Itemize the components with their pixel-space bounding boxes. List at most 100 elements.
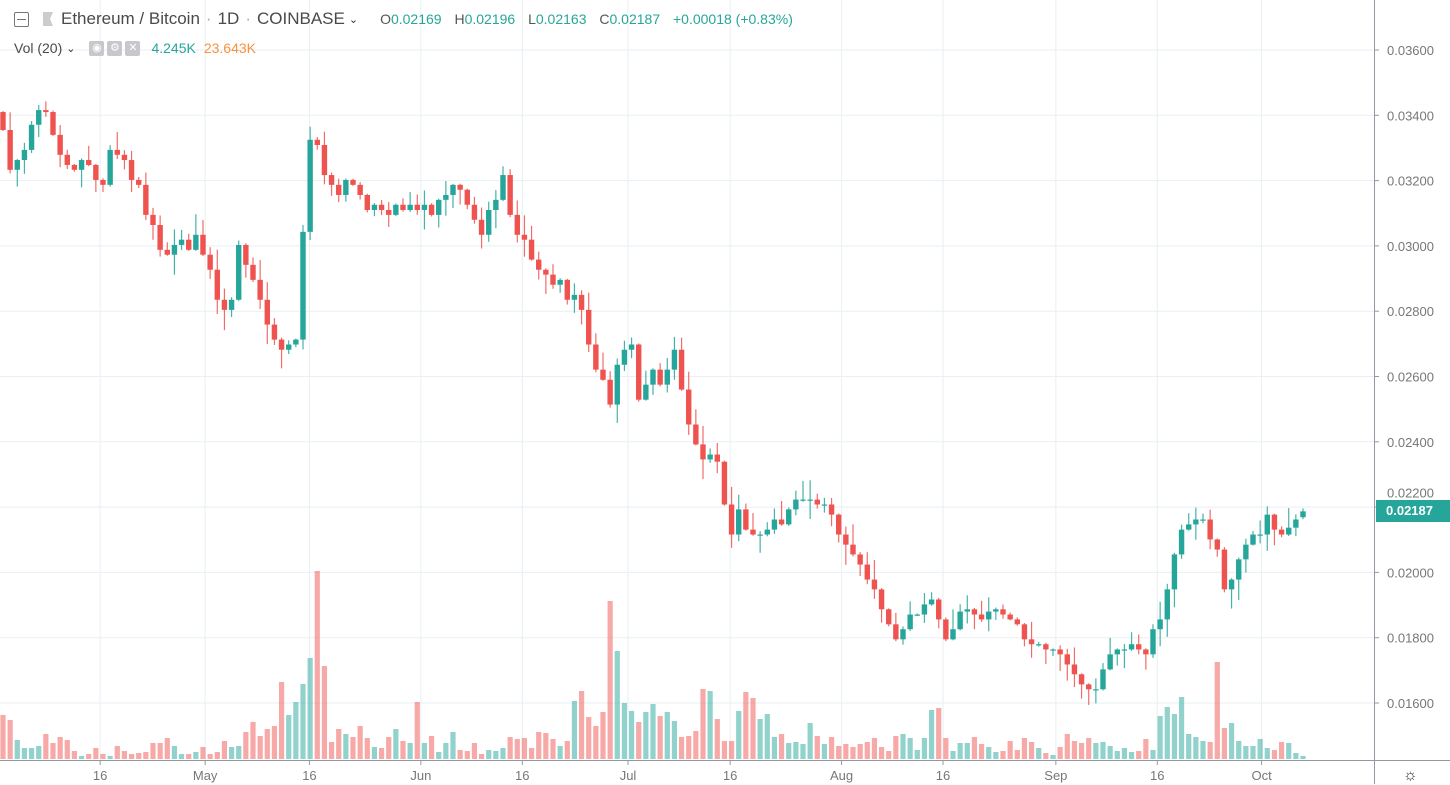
volume-bar <box>1164 707 1170 759</box>
volume-bar <box>293 702 299 759</box>
candle <box>821 497 828 513</box>
volume-bar <box>1293 753 1299 759</box>
volume-bar <box>1014 750 1020 759</box>
candle-body <box>1036 644 1042 646</box>
close-icon[interactable]: ✕ <box>125 40 141 56</box>
candle-body <box>1086 684 1092 690</box>
candle-body <box>114 149 120 155</box>
volume-bar <box>178 754 185 759</box>
volume-bar <box>686 736 692 759</box>
exchange[interactable]: COINBASE <box>256 9 345 28</box>
candle-body <box>207 254 213 270</box>
candle <box>207 247 213 279</box>
candle-body <box>271 324 278 340</box>
volume-bar <box>507 737 513 759</box>
candle <box>243 243 249 278</box>
chevron-down-icon[interactable]: ⌄ <box>348 13 359 26</box>
candle-body <box>243 244 249 265</box>
low-value: 0.02163 <box>535 11 587 27</box>
volume-bar <box>157 743 163 759</box>
candle-body <box>1028 639 1035 645</box>
candle <box>321 131 328 185</box>
price-tick-label: 0.03200 <box>1387 174 1434 189</box>
volume-bar <box>1107 746 1113 759</box>
volume-bar <box>1236 741 1242 759</box>
candle <box>900 626 906 645</box>
candle <box>36 105 42 137</box>
time-tick-label: 16 <box>93 768 107 783</box>
candle-body <box>93 164 99 180</box>
candle-body <box>771 519 778 530</box>
candle <box>1043 642 1049 664</box>
candle <box>336 178 342 203</box>
candle-body <box>357 184 363 195</box>
gear-icon[interactable]: ⚙ <box>107 40 123 56</box>
candle <box>986 597 992 632</box>
flag-icon[interactable] <box>43 12 53 26</box>
volume-bar <box>771 737 778 759</box>
volume-bar <box>693 731 699 759</box>
volume-bar <box>1093 743 1099 759</box>
candle-body <box>86 160 92 165</box>
volume-bar <box>978 744 985 759</box>
chevron-down-icon[interactable]: ⌄ <box>66 42 76 55</box>
time-tick-label: 16 <box>723 768 737 783</box>
volume-bar <box>536 732 542 759</box>
volume-bar <box>521 738 528 759</box>
candle-body <box>43 110 49 113</box>
settings-icon[interactable]: ☼ <box>1403 767 1418 784</box>
candle <box>300 225 306 350</box>
volume-bar <box>1214 662 1220 759</box>
open-label: O <box>380 11 391 27</box>
candle <box>121 150 128 170</box>
eye-icon[interactable]: ◉ <box>89 40 105 56</box>
volume-bar <box>207 754 213 759</box>
candle-body <box>0 112 6 130</box>
candle-body <box>436 199 442 215</box>
candle <box>307 126 313 241</box>
candle <box>800 480 806 502</box>
time-tick-label: May <box>193 768 218 783</box>
candle-body <box>1043 644 1049 650</box>
candle-body <box>1236 559 1242 580</box>
volume-bar <box>86 754 92 759</box>
interval[interactable]: 1D <box>217 9 240 28</box>
candle <box>171 229 178 275</box>
volume-bar <box>557 746 563 759</box>
candle-body <box>1000 609 1006 615</box>
volume-bar <box>621 703 628 759</box>
volume-bar <box>1114 751 1120 759</box>
candle-body <box>1207 519 1213 540</box>
volume-bar <box>143 752 149 759</box>
time-tick-label: Aug <box>830 768 853 783</box>
candle-body <box>1050 649 1056 651</box>
candle <box>1250 530 1256 546</box>
candle-body <box>893 624 899 640</box>
candle-body <box>1057 649 1063 655</box>
volume-bar <box>1178 697 1185 759</box>
candle-body <box>600 369 606 380</box>
candle-body <box>293 339 299 345</box>
candle <box>186 233 192 251</box>
volume-bar <box>1193 737 1199 759</box>
time-tick-label: 16 <box>936 768 950 783</box>
volume-bar <box>907 738 913 759</box>
candle <box>200 220 206 257</box>
volume-bar <box>643 712 649 759</box>
candle-body <box>828 504 835 515</box>
candle-body <box>371 204 378 210</box>
candle <box>678 337 685 391</box>
symbol-name[interactable]: Ethereum / Bitcoin <box>61 9 200 28</box>
candle <box>607 371 613 408</box>
candle <box>1200 513 1206 524</box>
candle <box>957 604 963 631</box>
collapse-icon[interactable] <box>14 11 29 27</box>
volume-bar <box>271 726 278 759</box>
candle <box>850 524 856 557</box>
candle-body <box>1021 624 1028 640</box>
volume-bar <box>286 715 292 759</box>
volume-label[interactable]: Vol (20) <box>14 40 63 56</box>
candle <box>1278 526 1285 538</box>
volume-bar <box>578 691 585 759</box>
